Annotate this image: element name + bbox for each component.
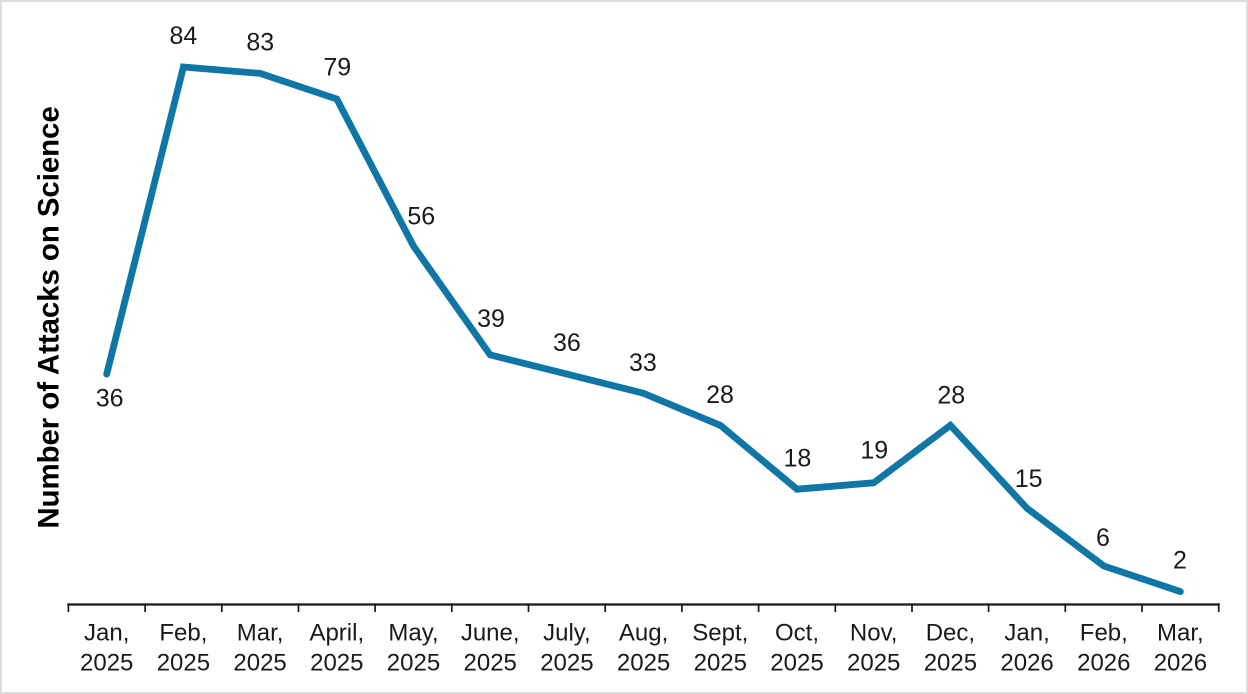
svg-text:2025: 2025 <box>387 650 440 677</box>
svg-text:39: 39 <box>477 305 505 333</box>
svg-text:2025: 2025 <box>847 650 900 677</box>
svg-text:Nov,: Nov, <box>850 620 898 647</box>
svg-text:28: 28 <box>937 381 965 409</box>
svg-text:Number of Attacks on Science: Number of Attacks on Science <box>33 106 66 528</box>
svg-text:2026: 2026 <box>1154 650 1207 677</box>
svg-text:28: 28 <box>706 381 734 409</box>
svg-text:2025: 2025 <box>464 650 517 677</box>
svg-text:July,: July, <box>543 620 591 647</box>
svg-text:2025: 2025 <box>310 650 363 677</box>
svg-text:18: 18 <box>783 444 811 472</box>
svg-text:2025: 2025 <box>540 650 593 677</box>
svg-text:Oct,: Oct, <box>775 620 819 647</box>
svg-text:Jan,: Jan, <box>84 620 129 647</box>
svg-text:2026: 2026 <box>1077 650 1130 677</box>
svg-text:June,: June, <box>461 620 520 647</box>
svg-text:84: 84 <box>169 22 197 50</box>
svg-text:May,: May, <box>388 620 438 647</box>
svg-text:Dec,: Dec, <box>926 620 975 647</box>
svg-text:6: 6 <box>1096 524 1110 552</box>
svg-text:2025: 2025 <box>80 650 133 677</box>
svg-text:56: 56 <box>407 202 435 230</box>
svg-text:2025: 2025 <box>157 650 210 677</box>
svg-text:2026: 2026 <box>1000 650 1053 677</box>
svg-text:April,: April, <box>309 620 364 647</box>
svg-text:36: 36 <box>96 384 124 412</box>
svg-text:Jan,: Jan, <box>1004 620 1049 647</box>
svg-text:79: 79 <box>323 53 351 81</box>
svg-text:Feb,: Feb, <box>159 620 207 647</box>
svg-text:Mar,: Mar, <box>1157 620 1204 647</box>
svg-text:33: 33 <box>629 349 657 377</box>
svg-text:2025: 2025 <box>617 650 670 677</box>
svg-text:15: 15 <box>1015 465 1043 493</box>
svg-text:Mar,: Mar, <box>237 620 284 647</box>
svg-text:2025: 2025 <box>770 650 823 677</box>
svg-text:83: 83 <box>246 28 274 56</box>
svg-text:2025: 2025 <box>233 650 286 677</box>
svg-text:Sept,: Sept, <box>692 620 748 647</box>
svg-text:2025: 2025 <box>694 650 747 677</box>
svg-text:36: 36 <box>553 329 581 357</box>
svg-text:Aug,: Aug, <box>619 620 668 647</box>
svg-text:Feb,: Feb, <box>1080 620 1128 647</box>
svg-text:2: 2 <box>1173 547 1187 575</box>
svg-text:19: 19 <box>860 436 888 464</box>
svg-text:2025: 2025 <box>924 650 977 677</box>
